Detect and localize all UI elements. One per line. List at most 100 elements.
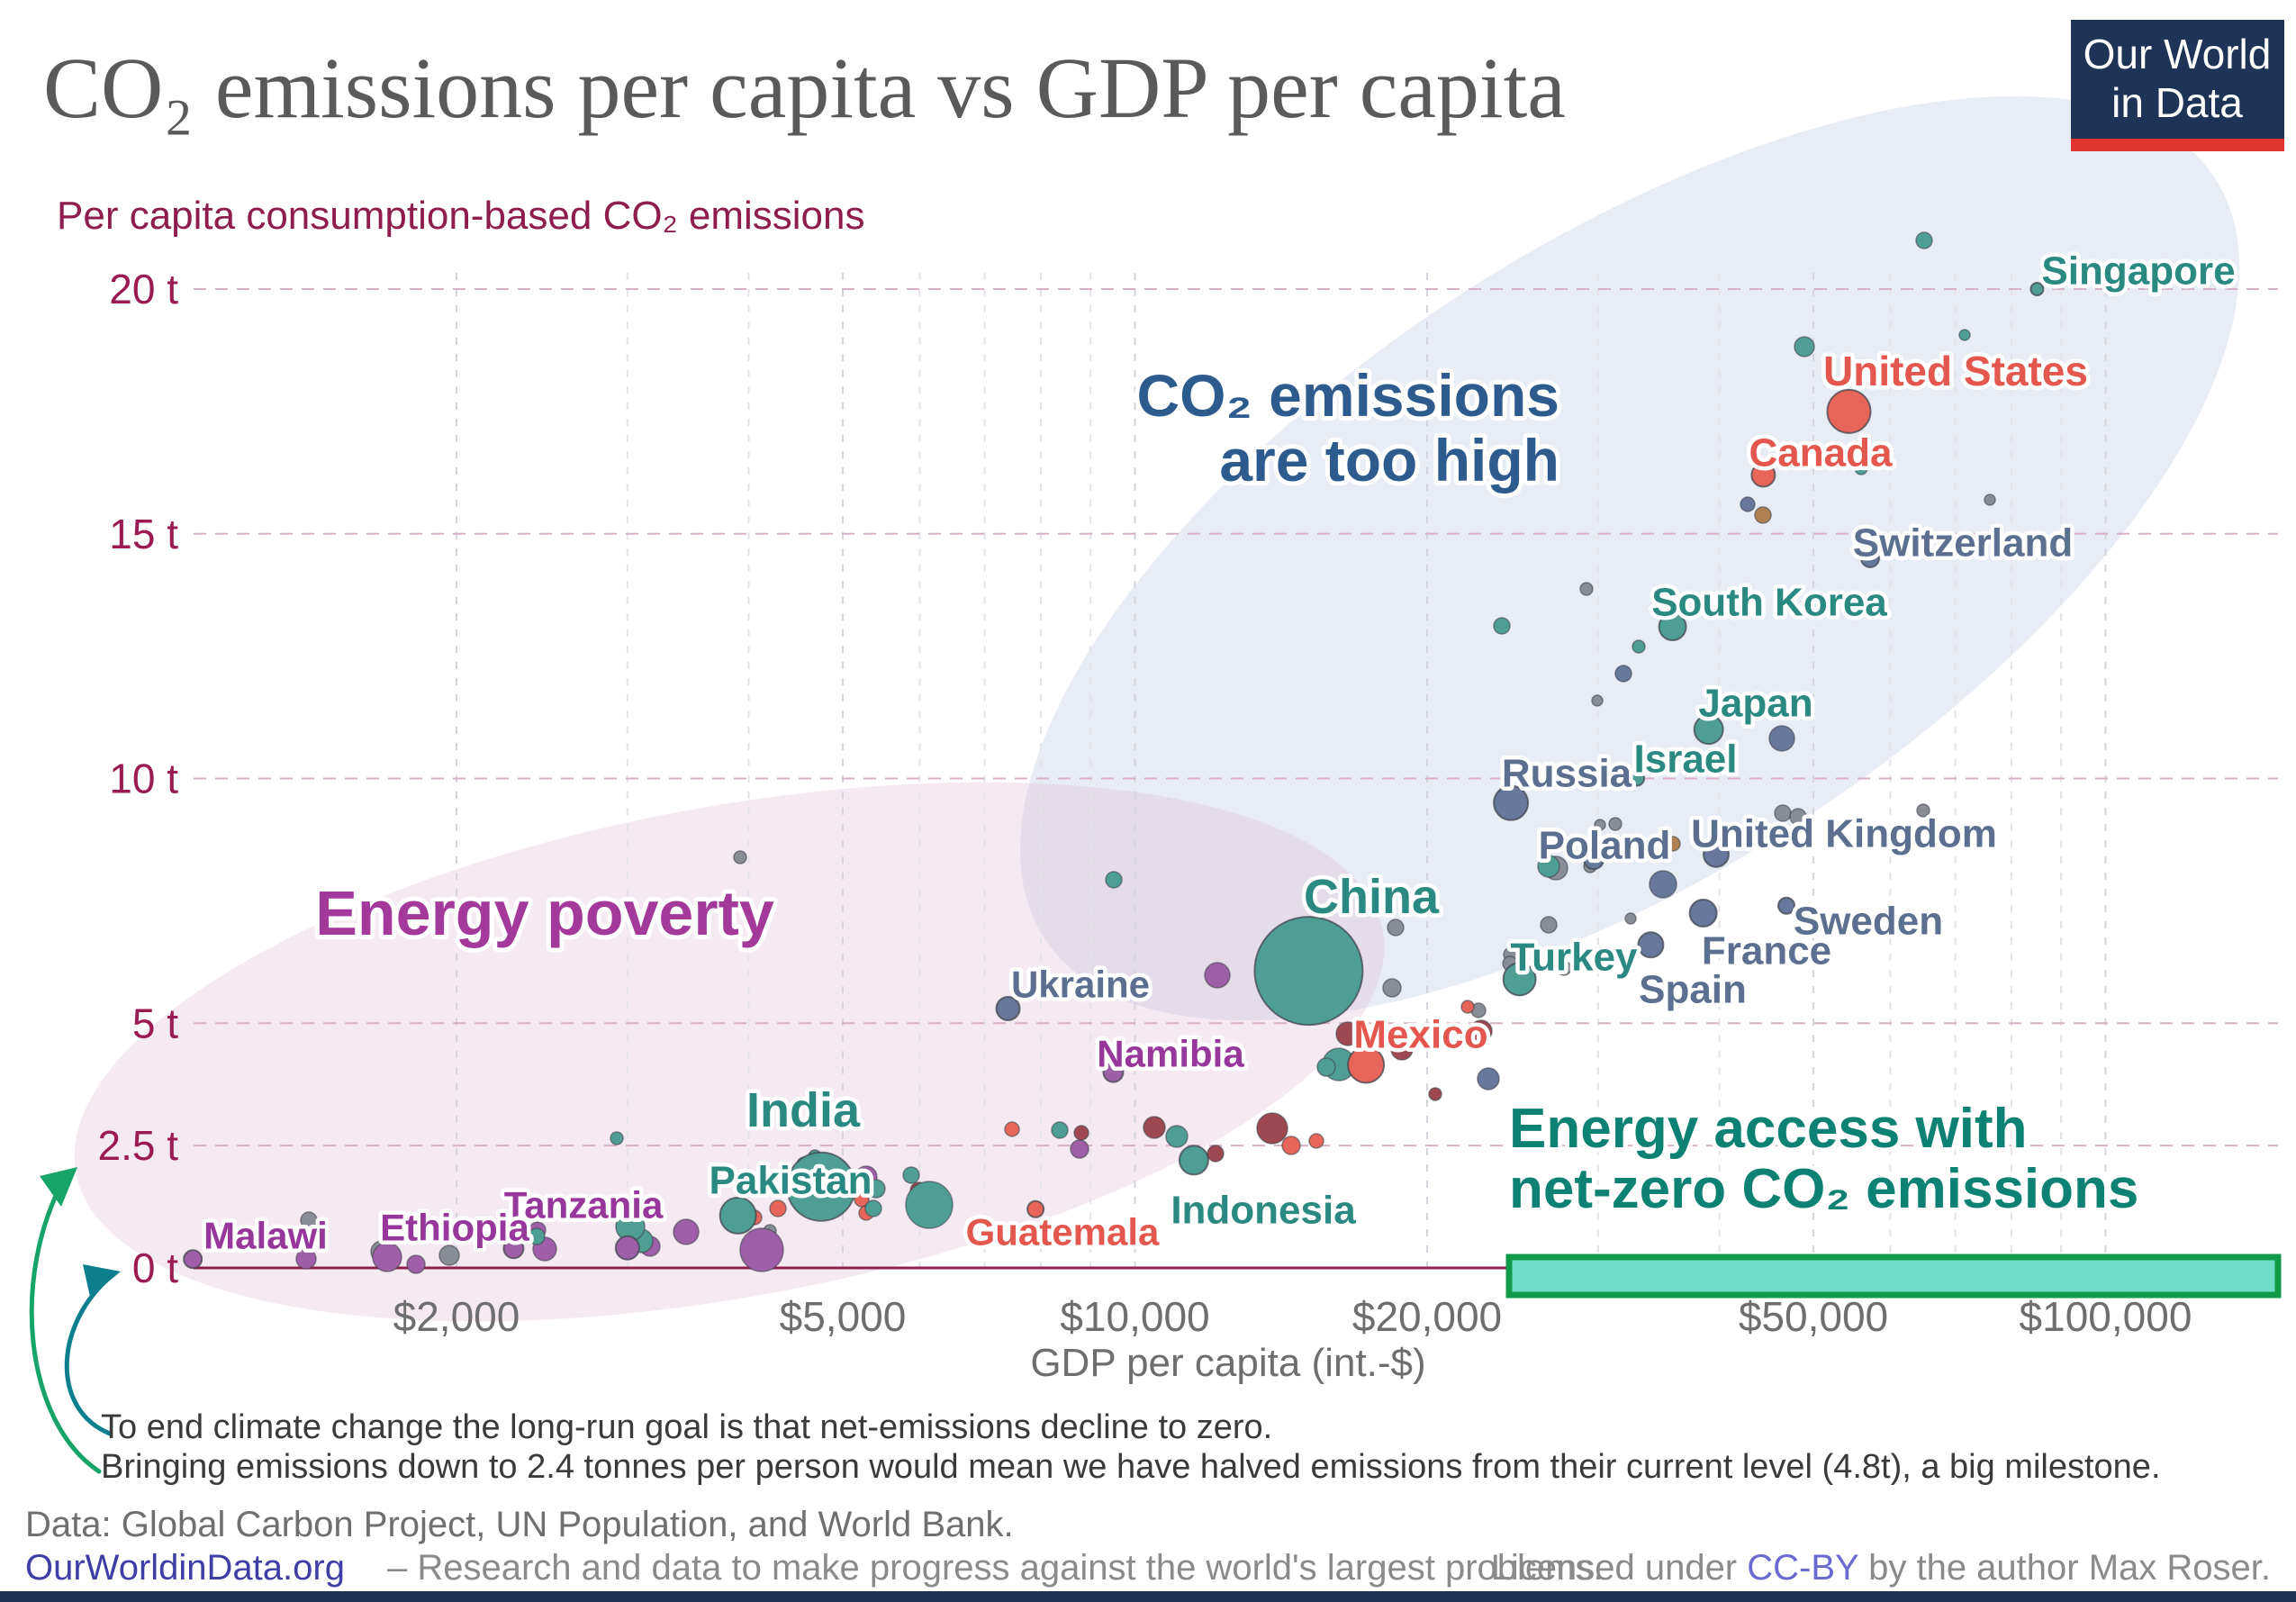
owid-logo-line1: Our World [2084,31,2272,77]
country-label-ukraine: Ukraine [1011,964,1150,1006]
country-dot-malawi [183,1249,203,1270]
country-label-china: China [1304,870,1440,924]
annotation-energy-poverty: Energy poverty [311,873,779,953]
country-label-russia: Russia [1502,751,1632,795]
country-dot-poland [1583,848,1605,871]
country-label-guatemala: Guatemala [966,1211,1160,1254]
arrow-to-0t [64,1264,121,1436]
country-dot [905,1181,954,1229]
owid-logo-line2: in Data [2111,79,2243,126]
y-gridlines [194,288,2278,1147]
country-dot [1614,665,1632,683]
country-dot [1469,1019,1493,1043]
country-dot-united-states [1826,388,1872,434]
x-gridlines [456,273,2107,1268]
country-label-poland: Poland [1539,823,1671,867]
country-dot-pakistan [719,1196,757,1235]
country-dot [406,1254,426,1274]
arrow-to-2.5t [29,1167,102,1474]
country-dot [295,1248,317,1270]
country-dot [733,850,747,864]
y-tick-label: 2.5 t [97,1122,178,1169]
license-cc-by-link[interactable]: CC-BY [1747,1548,1858,1588]
license-line: Licensed under CC-BY by the author Max R… [1491,1548,2271,1588]
country-label-singapore: Singapore [2041,249,2235,293]
country-label-spain: Spain [1639,967,1747,1011]
country-dot-ukraine [995,995,1021,1021]
footnote-line2: Bringing emissions down to 2.4 tonnes pe… [101,1448,2161,1486]
country-dot-spain [1637,931,1665,959]
license-pre: Licensed under [1491,1548,1748,1588]
country-dot [1591,694,1604,707]
country-dot-tanzania [614,1235,640,1261]
country-dot [1579,582,1594,596]
country-label-israel: Israel [1634,737,1738,781]
country-label-france: France [1702,928,1831,973]
svg-text:CO₂ emissions: CO₂ emissions [1137,362,1559,429]
country-dot [1308,1133,1324,1149]
country-dot [864,1199,882,1217]
country-dot [1460,1000,1475,1014]
license-post: by the author Max Roser. [1858,1548,2271,1588]
x-tick-label: $5,000 [780,1293,907,1340]
country-dot-singapore [2029,282,2045,296]
country-label-japan: Japan [1698,681,1812,725]
country-dot [610,1131,624,1145]
country-dot-israel [1629,770,1646,787]
country-dot [1594,819,1606,831]
owid-logo: Our World in Data [2071,20,2284,151]
country-dot-guatemala [1026,1199,1045,1218]
country-label-south-korea: South Korea [1651,580,1887,624]
country-dot [1281,1136,1301,1155]
country-dot-mexico [1347,1045,1386,1084]
x-tick-label: $20,000 [1352,1293,1502,1340]
country-dot [739,1227,784,1272]
svg-text:are too high: are too high [1219,427,1559,493]
owid-logo-box [2071,20,2284,139]
country-dot [1493,617,1511,635]
country-dot [1768,725,1795,752]
country-dot-japan [1693,714,1724,746]
country-dot [866,1179,886,1199]
country-dot-indonesia [1178,1145,1209,1176]
high-emissions-region [1019,95,2240,1021]
country-dot [528,1227,546,1245]
country-label-tanzania: Tanzania [504,1184,664,1226]
y-tick-labels: 20 t 15 t 10 t 5 t 2.5 t 0 t [97,266,178,1291]
x-tick-label: $10,000 [1060,1293,1209,1340]
country-dot [673,1218,700,1245]
country-dot [1051,1121,1069,1139]
country-dot-france [1688,898,1718,928]
chart-subtitle: Per capita consumption-based CO₂ emissio… [57,194,865,238]
country-dot [1624,912,1637,925]
country-labels: China India Pakistan Indonesia Turkey Russia J… [200,245,2239,1261]
site-link[interactable]: OurWorldinData.org [25,1548,345,1588]
country-dot [1335,1021,1360,1046]
country-dot [769,1199,787,1217]
country-dot [1004,1121,1020,1137]
y-tick-label: 15 t [109,511,178,557]
country-dot-canada [1750,462,1776,488]
country-dot [1105,871,1123,889]
y-tick-label: 0 t [132,1244,178,1291]
country-dot [1382,978,1402,998]
page-title: CO₂ emissions per capita vs GDP per capi… [43,40,1566,136]
background-dots [295,231,1996,1274]
x-tick-label: $100,000 [2020,1293,2192,1340]
country-dot [1915,231,1933,249]
data-source: Data: Global Carbon Project, UN Populati… [25,1505,1014,1544]
country-dot-china [1253,916,1364,1027]
country-dot-india [785,1151,856,1222]
country-dot-sweden [1777,896,1796,915]
x-tick-label: $2,000 [393,1293,520,1340]
svg-text:Energy poverty: Energy poverty [315,878,774,948]
country-dot [1165,1125,1189,1148]
country-dot [1984,493,1996,506]
country-dot-namibia [1102,1061,1125,1083]
country-dot [1143,1116,1166,1139]
country-dot [300,1211,318,1229]
country-label-united-kingdom: United Kingdom [1691,811,1997,855]
